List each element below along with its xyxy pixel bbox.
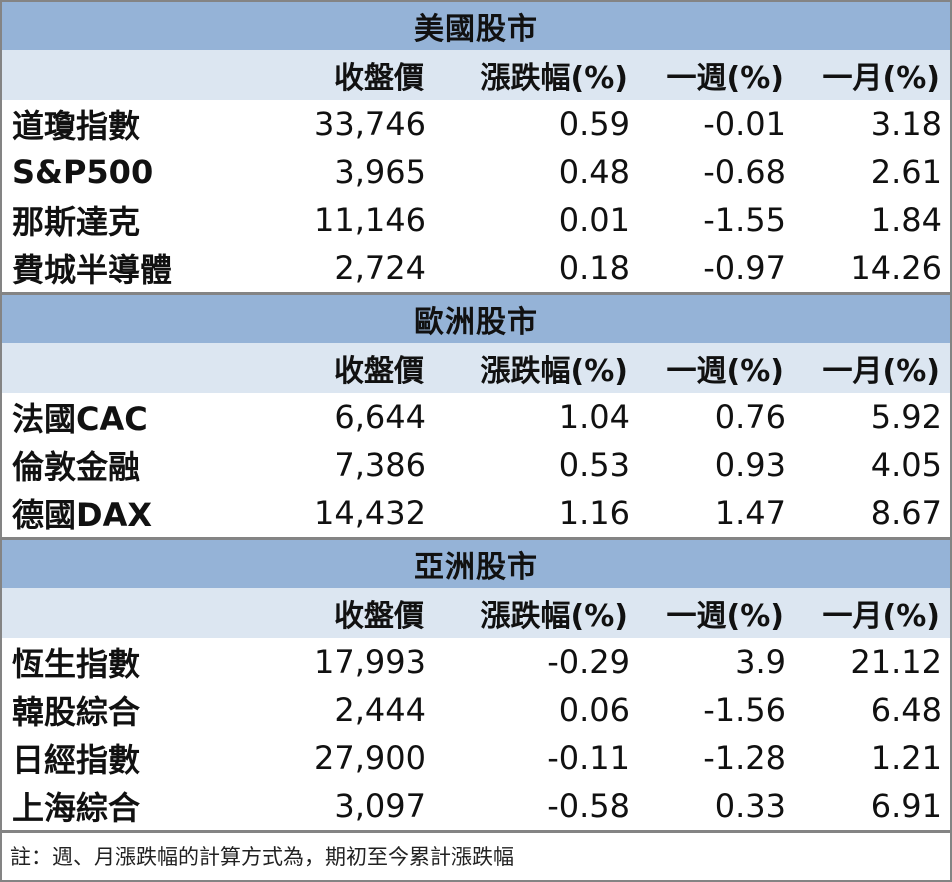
close-price: 6,644 — [334, 398, 426, 436]
week-pct: 0.76 — [714, 398, 786, 436]
close-price: 14,432 — [314, 494, 426, 532]
week-pct: 0.33 — [714, 787, 786, 825]
header-month: 一月(%) — [822, 61, 940, 96]
index-name: 法國CAC — [12, 400, 148, 438]
month-pct: 8.67 — [870, 494, 942, 532]
table-row: 日經指數 27,900 -0.11 -1.28 1.21 — [2, 734, 950, 782]
month-pct: 4.05 — [870, 446, 942, 484]
week-pct: 1.47 — [714, 494, 786, 532]
month-pct: 1.84 — [870, 201, 942, 239]
change-pct: -0.11 — [547, 739, 630, 777]
footnote: 註：週、月漲跌幅的計算方式為，期初至今累計漲跌幅 — [10, 845, 514, 869]
header-week: 一週(%) — [666, 354, 784, 389]
month-pct: 2.61 — [870, 153, 942, 191]
header-month: 一月(%) — [822, 599, 940, 634]
section-title: 亞洲股市 — [2, 540, 950, 588]
close-price: 11,146 — [314, 201, 426, 239]
month-pct: 14.26 — [850, 249, 942, 287]
table-row: 那斯達克 11,146 0.01 -1.55 1.84 — [2, 196, 950, 244]
index-name: 那斯達克 — [12, 203, 141, 241]
month-pct: 21.12 — [850, 643, 942, 681]
change-pct: 1.04 — [558, 398, 630, 436]
index-name: 日經指數 — [12, 741, 141, 779]
month-pct: 6.91 — [870, 787, 942, 825]
week-pct: -0.97 — [703, 249, 786, 287]
close-price: 33,746 — [314, 105, 426, 143]
table-row: 德國DAX 14,432 1.16 1.47 8.67 — [2, 489, 950, 537]
index-name: 韓股綜合 — [12, 693, 141, 731]
table-row: S&P500 3,965 0.48 -0.68 2.61 — [2, 148, 950, 196]
change-pct: 0.48 — [558, 153, 630, 191]
table-row: 法國CAC 6,644 1.04 0.76 5.92 — [2, 393, 950, 441]
index-name: 道瓊指數 — [12, 107, 141, 145]
section-asia-stocks: 亞洲股市 收盤價 漲跌幅(%) 一週(%) 一月(%) 恆生指數 17,993 … — [2, 540, 950, 833]
close-price: 3,097 — [334, 787, 426, 825]
change-pct: 0.06 — [558, 691, 630, 729]
column-header-row: 收盤價 漲跌幅(%) 一週(%) 一月(%) — [2, 50, 950, 100]
week-pct: -0.68 — [703, 153, 786, 191]
header-change: 漲跌幅(%) — [480, 354, 628, 389]
change-pct: -0.29 — [547, 643, 630, 681]
change-pct: 0.59 — [558, 105, 630, 143]
header-week: 一週(%) — [666, 61, 784, 96]
column-header-row: 收盤價 漲跌幅(%) 一週(%) 一月(%) — [2, 588, 950, 638]
index-name: 倫敦金融 — [12, 448, 141, 486]
section-us-stocks: 美國股市 收盤價 漲跌幅(%) 一週(%) 一月(%) 道瓊指數 33,746 … — [2, 2, 950, 295]
week-pct: -0.01 — [703, 105, 786, 143]
section-title: 美國股市 — [2, 2, 950, 50]
month-pct: 6.48 — [870, 691, 942, 729]
close-price: 17,993 — [314, 643, 426, 681]
table-row: 韓股綜合 2,444 0.06 -1.56 6.48 — [2, 686, 950, 734]
header-close: 收盤價 — [334, 61, 424, 96]
close-price: 2,724 — [334, 249, 426, 287]
change-pct: 1.16 — [558, 494, 630, 532]
close-price: 3,965 — [334, 153, 426, 191]
change-pct: -0.58 — [547, 787, 630, 825]
week-pct: -1.56 — [703, 691, 786, 729]
week-pct: -1.55 — [703, 201, 786, 239]
change-pct: 0.18 — [558, 249, 630, 287]
month-pct: 5.92 — [870, 398, 942, 436]
header-close: 收盤價 — [334, 599, 424, 634]
table-row: 上海綜合 3,097 -0.58 0.33 6.91 — [2, 782, 950, 830]
table-row: 倫敦金融 7,386 0.53 0.93 4.05 — [2, 441, 950, 489]
table-row: 費城半導體 2,724 0.18 -0.97 14.26 — [2, 244, 950, 292]
week-pct: 3.9 — [735, 643, 786, 681]
close-price: 7,386 — [334, 446, 426, 484]
change-pct: 0.01 — [558, 201, 630, 239]
section-title: 歐洲股市 — [2, 295, 950, 343]
index-name: 費城半導體 — [12, 251, 173, 289]
section-europe-stocks: 歐洲股市 收盤價 漲跌幅(%) 一週(%) 一月(%) 法國CAC 6,644 … — [2, 295, 950, 540]
index-name: 德國DAX — [12, 496, 153, 534]
table-row: 恆生指數 17,993 -0.29 3.9 21.12 — [2, 638, 950, 686]
index-name: S&P500 — [12, 153, 154, 191]
month-pct: 1.21 — [870, 739, 942, 777]
header-change: 漲跌幅(%) — [480, 599, 628, 634]
index-name: 上海綜合 — [12, 789, 141, 827]
header-close: 收盤價 — [334, 354, 424, 389]
week-pct: -1.28 — [703, 739, 786, 777]
index-name: 恆生指數 — [12, 645, 141, 683]
week-pct: 0.93 — [714, 446, 786, 484]
header-month: 一月(%) — [822, 354, 940, 389]
header-week: 一週(%) — [666, 599, 784, 634]
close-price: 2,444 — [334, 691, 426, 729]
change-pct: 0.53 — [558, 446, 630, 484]
column-header-row: 收盤價 漲跌幅(%) 一週(%) 一月(%) — [2, 343, 950, 393]
header-change: 漲跌幅(%) — [480, 61, 628, 96]
table-row: 道瓊指數 33,746 0.59 -0.01 3.18 — [2, 100, 950, 148]
month-pct: 3.18 — [870, 105, 942, 143]
close-price: 27,900 — [314, 739, 426, 777]
